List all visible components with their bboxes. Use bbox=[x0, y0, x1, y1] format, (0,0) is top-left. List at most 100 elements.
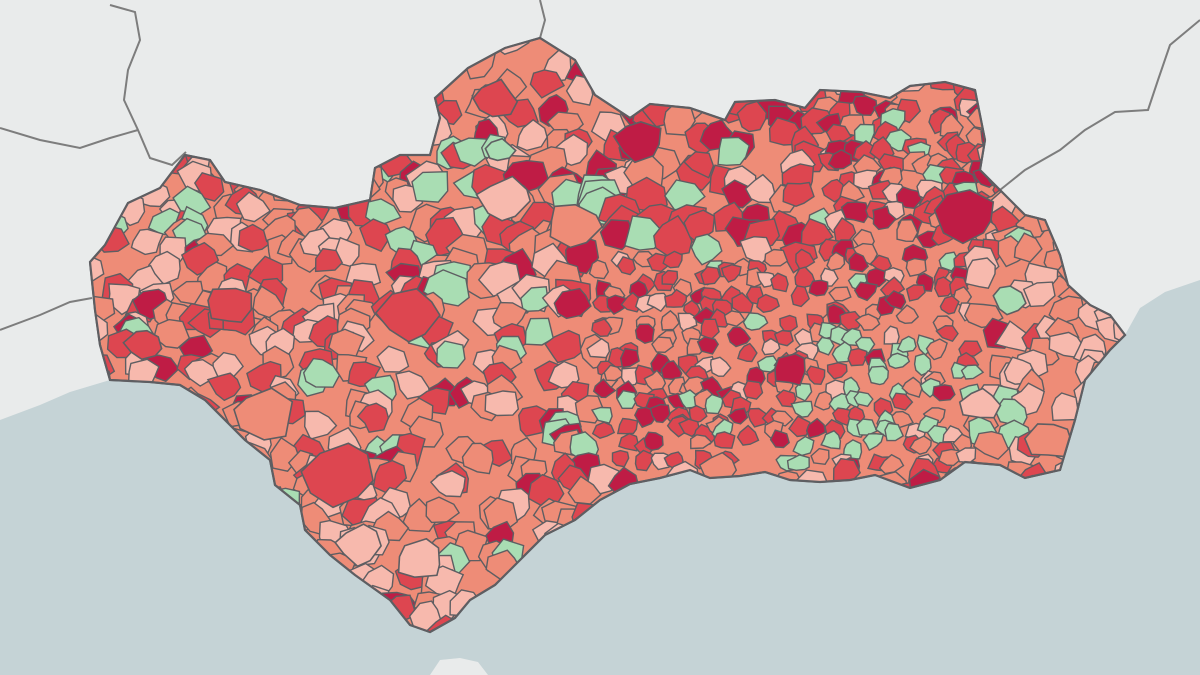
municipality-486[interactable] bbox=[764, 248, 789, 267]
municipality-598[interactable] bbox=[884, 290, 907, 310]
municipality-567[interactable] bbox=[1022, 281, 1056, 308]
municipality-833[interactable] bbox=[891, 392, 914, 411]
municipality-267[interactable] bbox=[827, 149, 853, 170]
municipality-394[interactable] bbox=[872, 205, 897, 231]
municipality-514[interactable] bbox=[720, 263, 742, 283]
municipality-1284[interactable] bbox=[475, 175, 532, 222]
municipality-780[interactable] bbox=[592, 378, 617, 399]
municipality-451[interactable] bbox=[690, 233, 723, 266]
municipality-723[interactable] bbox=[709, 356, 732, 377]
municipality-656[interactable] bbox=[726, 326, 752, 348]
municipality-427[interactable] bbox=[896, 218, 919, 243]
municipality-513[interactable] bbox=[700, 266, 721, 286]
municipality-688[interactable] bbox=[696, 336, 720, 355]
municipality-860[interactable] bbox=[727, 407, 749, 425]
municipality-488[interactable] bbox=[826, 251, 846, 272]
municipality-318[interactable] bbox=[411, 170, 449, 203]
municipality-232[interactable] bbox=[717, 136, 751, 167]
municipality-589[interactable] bbox=[664, 288, 688, 308]
municipality-696[interactable] bbox=[896, 335, 917, 353]
municipality-667[interactable] bbox=[994, 320, 1030, 353]
municipality-1285[interactable] bbox=[549, 203, 604, 249]
municipality-1283[interactable] bbox=[122, 329, 163, 361]
municipality-469[interactable] bbox=[314, 247, 344, 273]
municipality-817[interactable] bbox=[616, 389, 638, 409]
municipality-959[interactable] bbox=[786, 454, 810, 472]
municipality-593[interactable] bbox=[731, 292, 754, 314]
municipality-814[interactable] bbox=[484, 390, 520, 417]
municipality-517[interactable] bbox=[770, 272, 789, 293]
municipality-853[interactable] bbox=[590, 406, 613, 424]
municipality-692[interactable] bbox=[816, 336, 835, 356]
municipality-855[interactable] bbox=[649, 403, 671, 424]
municipality-622[interactable] bbox=[660, 309, 680, 331]
municipality-921[interactable] bbox=[689, 434, 713, 450]
municipality-658[interactable] bbox=[773, 329, 794, 347]
municipality-403[interactable] bbox=[130, 228, 164, 256]
municipality-878[interactable] bbox=[616, 417, 639, 435]
municipality-1000[interactable] bbox=[429, 470, 466, 498]
municipality-949[interactable] bbox=[461, 442, 494, 475]
municipality-713[interactable] bbox=[376, 345, 410, 373]
municipality-424[interactable] bbox=[800, 217, 834, 247]
municipality-925[interactable] bbox=[820, 429, 842, 450]
municipality-193[interactable] bbox=[516, 118, 548, 152]
municipality-599[interactable] bbox=[939, 295, 960, 315]
municipality-491[interactable] bbox=[905, 257, 927, 277]
municipality-481[interactable] bbox=[662, 250, 683, 269]
municipality-1282[interactable] bbox=[207, 287, 253, 324]
municipality-594[interactable] bbox=[756, 293, 781, 314]
municipality-651[interactable] bbox=[591, 318, 613, 338]
municipality-1287[interactable] bbox=[484, 137, 517, 162]
municipality-1280[interactable] bbox=[300, 442, 374, 509]
municipality-967[interactable] bbox=[937, 448, 962, 467]
municipality-478[interactable] bbox=[616, 255, 637, 276]
municipality-886[interactable] bbox=[788, 415, 811, 438]
municipality-583[interactable] bbox=[553, 287, 592, 320]
municipality-728[interactable] bbox=[847, 347, 868, 367]
municipality-918[interactable] bbox=[618, 432, 639, 452]
municipality-1288[interactable] bbox=[233, 387, 294, 441]
municipality-789[interactable] bbox=[742, 380, 764, 400]
municipality-771[interactable] bbox=[206, 372, 242, 402]
municipality-628[interactable] bbox=[779, 314, 798, 332]
municipality-204[interactable] bbox=[853, 123, 876, 145]
municipality-858[interactable] bbox=[688, 404, 708, 425]
municipality-828[interactable] bbox=[813, 390, 834, 411]
municipality-527[interactable] bbox=[964, 257, 996, 289]
municipality-85[interactable] bbox=[529, 69, 566, 99]
municipality-682[interactable] bbox=[544, 329, 582, 364]
municipality-516[interactable] bbox=[756, 271, 777, 288]
municipality-642[interactable] bbox=[153, 318, 191, 349]
municipality-848[interactable] bbox=[356, 402, 390, 433]
municipality-887[interactable] bbox=[805, 417, 827, 439]
municipality-326[interactable] bbox=[744, 173, 776, 204]
municipality-689[interactable] bbox=[737, 342, 758, 363]
municipality-634[interactable] bbox=[895, 304, 920, 325]
municipality-560[interactable] bbox=[853, 281, 878, 302]
municipality-1281[interactable] bbox=[374, 287, 441, 343]
municipality-627[interactable] bbox=[742, 312, 769, 331]
municipality-1290[interactable] bbox=[1023, 423, 1073, 458]
municipality-164[interactable] bbox=[736, 100, 768, 133]
municipality-626[interactable] bbox=[723, 310, 746, 327]
municipality-826[interactable] bbox=[775, 389, 797, 408]
municipality-693[interactable] bbox=[831, 341, 854, 364]
municipality-652[interactable] bbox=[634, 323, 655, 345]
municipality-1278[interactable] bbox=[933, 189, 995, 245]
municipality-774[interactable] bbox=[395, 370, 432, 400]
municipality-137[interactable] bbox=[852, 95, 878, 117]
municipality-489[interactable] bbox=[848, 251, 870, 273]
municipality-462[interactable] bbox=[1013, 232, 1043, 263]
municipality-601[interactable] bbox=[1048, 295, 1086, 325]
municipality-846[interactable] bbox=[303, 410, 338, 440]
municipality-960[interactable] bbox=[810, 447, 830, 466]
municipality-698[interactable] bbox=[925, 338, 948, 361]
municipality-763[interactable] bbox=[960, 364, 985, 380]
municipality-581[interactable] bbox=[520, 286, 550, 313]
municipality-759[interactable] bbox=[867, 365, 890, 386]
municipality-1286[interactable] bbox=[992, 285, 1027, 316]
municipality-892[interactable] bbox=[884, 422, 905, 442]
